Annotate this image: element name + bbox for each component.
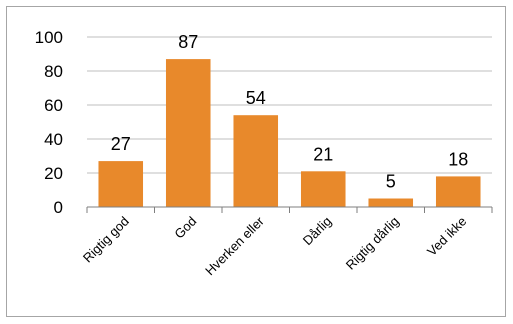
- category-label: Rigtig dårlig: [343, 214, 402, 273]
- bar: [165, 59, 211, 207]
- data-label: 87: [178, 32, 198, 52]
- bars: [98, 59, 481, 207]
- bar: [98, 161, 144, 207]
- y-tick-label: 100: [35, 28, 63, 47]
- category-label: Hverken eller: [202, 213, 267, 278]
- data-label: 54: [246, 88, 266, 108]
- bar: [368, 198, 414, 207]
- category-label: Ved ikke: [424, 214, 469, 259]
- y-tick-label: 0: [54, 198, 63, 217]
- bar: [435, 176, 481, 207]
- y-tick-label: 80: [44, 62, 63, 81]
- y-tick-label: 60: [44, 96, 63, 115]
- data-label: 18: [448, 149, 468, 169]
- bar: [300, 171, 346, 207]
- y-tick-label: 20: [44, 164, 63, 183]
- data-label: 21: [313, 144, 333, 164]
- category-label: Dårlig: [300, 214, 335, 249]
- category-label: God: [171, 214, 199, 242]
- gridlines: [87, 36, 492, 174]
- x-axis: [86, 206, 493, 213]
- category-labels: Rigtig god God Hverken eller Dårlig Rigtig d…: [80, 213, 470, 278]
- bar: [233, 115, 279, 207]
- y-tick-label: 40: [44, 130, 63, 149]
- data-label: 27: [111, 134, 131, 154]
- category-label: Rigtig god: [80, 214, 132, 266]
- y-axis-ticks: 0 20 40 60 80 100: [35, 28, 63, 217]
- data-labels: 27 87 54 21 5 18: [111, 32, 469, 191]
- data-label: 5: [386, 172, 396, 192]
